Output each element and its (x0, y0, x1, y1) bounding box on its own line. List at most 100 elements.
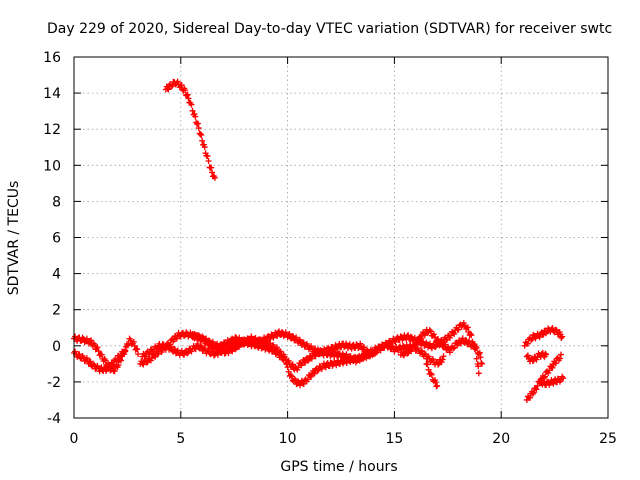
data-point (154, 346, 161, 353)
data-point (194, 120, 201, 127)
data-point (462, 336, 469, 343)
data-point (431, 344, 438, 351)
x-tick-label: 0 (70, 431, 79, 447)
x-tick-label: 5 (176, 431, 185, 447)
data-point (450, 345, 457, 352)
x-tick-label: 10 (279, 431, 297, 447)
data-point (181, 351, 188, 358)
data-point (274, 333, 281, 340)
data-point (541, 373, 548, 380)
data-point (295, 364, 302, 371)
data-point (90, 360, 97, 367)
data-point (478, 360, 485, 367)
data-point (120, 350, 127, 357)
data-point (83, 335, 90, 342)
data-point (205, 157, 212, 164)
data-point (425, 366, 432, 373)
data-point (174, 78, 181, 85)
data-point (408, 348, 415, 355)
data-point (200, 334, 207, 341)
y-tick-label: -2 (47, 375, 61, 391)
data-point (185, 349, 192, 356)
data-point (469, 340, 476, 347)
series-track-h (162, 78, 218, 181)
data-point (184, 91, 191, 98)
data-point (529, 390, 536, 397)
data-point (209, 169, 216, 176)
data-point (277, 348, 284, 355)
data-point (146, 350, 153, 357)
data-point (435, 361, 442, 368)
data-point (533, 386, 540, 393)
data-point (204, 153, 211, 160)
data-point (451, 344, 458, 351)
data-point (549, 324, 556, 331)
data-point (473, 344, 480, 351)
data-point (145, 351, 152, 358)
data-point (198, 132, 205, 139)
data-point (122, 347, 129, 354)
data-point (549, 364, 556, 371)
data-point (478, 359, 485, 366)
data-point (528, 337, 535, 344)
data-point (530, 331, 537, 338)
data-point (76, 351, 83, 358)
data-point (116, 354, 123, 361)
data-point (530, 389, 537, 396)
data-point (415, 338, 422, 345)
data-point (267, 340, 274, 347)
y-tick-label: 8 (52, 194, 61, 210)
data-point (475, 363, 482, 370)
data-point (534, 382, 541, 389)
data-point (257, 340, 264, 347)
data-point (300, 380, 307, 387)
data-point (225, 350, 232, 357)
data-point (411, 344, 418, 351)
data-point (358, 356, 365, 363)
data-point (142, 353, 149, 360)
data-point (199, 137, 206, 144)
data-point (559, 333, 566, 340)
data-point (164, 85, 171, 92)
data-point (468, 332, 475, 339)
data-point (204, 338, 211, 345)
data-point (421, 350, 428, 357)
data-point (98, 351, 105, 358)
data-point (429, 356, 436, 363)
data-point (300, 339, 307, 346)
y-tick-label: 0 (52, 339, 61, 355)
data-point (95, 348, 102, 355)
data-point (451, 330, 458, 337)
data-point (152, 353, 159, 360)
data-point (426, 327, 433, 334)
data-point (161, 344, 168, 351)
series-track-g (423, 360, 441, 390)
data-point (208, 341, 215, 348)
data-point (323, 349, 330, 356)
data-point (346, 341, 353, 348)
data-point (276, 328, 283, 335)
data-point (439, 356, 446, 363)
data-point (216, 345, 223, 352)
data-point (115, 362, 122, 369)
data-point (408, 333, 415, 340)
data-point (208, 164, 215, 171)
data-point (556, 355, 563, 362)
chart-title: Day 229 of 2020, Sidereal Day-to-day VTE… (47, 21, 612, 37)
data-point (195, 125, 202, 132)
data-point (144, 359, 151, 366)
data-point (473, 355, 480, 362)
data-point (401, 352, 408, 359)
data-point (476, 349, 483, 356)
data-point (544, 378, 551, 385)
series-track-e (188, 330, 379, 389)
data-point (134, 346, 141, 353)
data-point (88, 337, 95, 344)
data-point (421, 332, 428, 339)
data-point (196, 332, 203, 339)
data-point (305, 357, 312, 364)
data-point (455, 326, 462, 333)
data-point (560, 375, 567, 382)
data-point (357, 340, 364, 347)
data-point (285, 368, 292, 375)
